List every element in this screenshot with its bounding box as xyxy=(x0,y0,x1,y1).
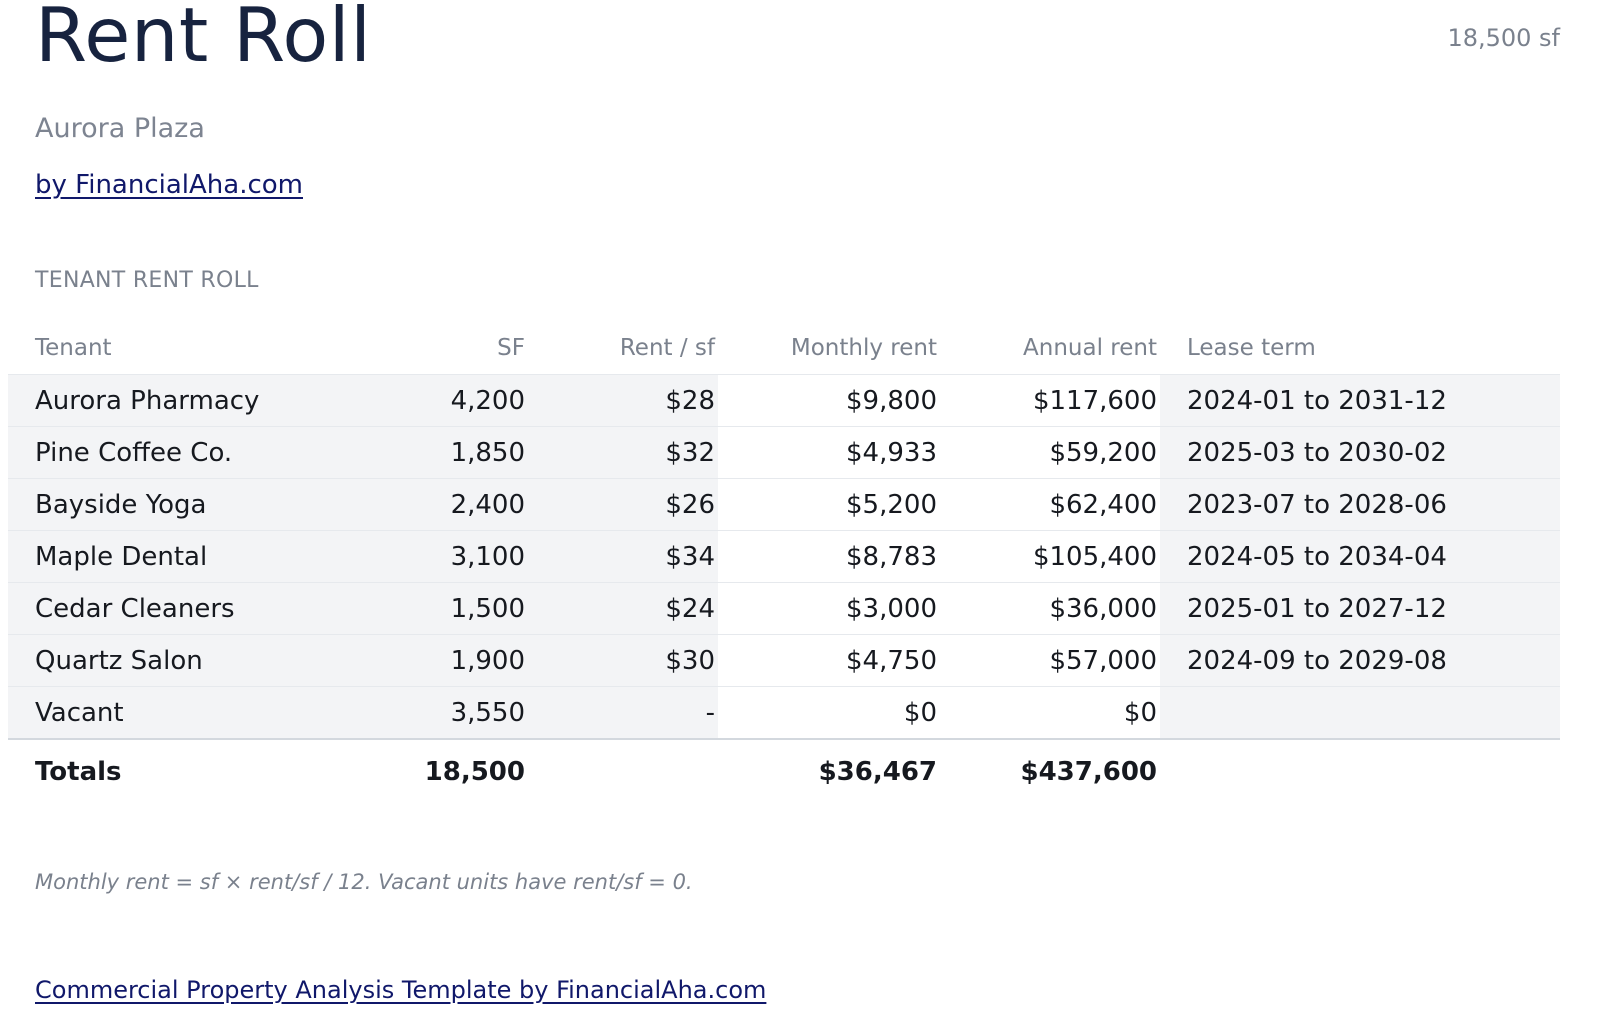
cell-monthly-rent: $8,783 xyxy=(718,530,940,583)
cell-annual-rent: $0 xyxy=(940,686,1160,740)
cell-rent-per-sf: $28 xyxy=(528,374,718,427)
column-header-tenant: Tenant xyxy=(8,322,353,375)
section-label: TENANT RENT ROLL xyxy=(35,268,259,293)
totals-sf: 18,500 xyxy=(424,757,525,787)
cell-sf: 2,400 xyxy=(353,478,528,531)
table-row: Bayside Yoga 2,400 $26 $5,200 $62,400 20… xyxy=(8,478,1560,531)
column-header-sf: SF xyxy=(353,322,528,375)
totals-rent-per-sf xyxy=(528,739,718,804)
page-title: Rent Roll xyxy=(35,0,372,79)
formula-note: Monthly rent = sf × rent/sf / 12. Vacant… xyxy=(35,870,693,894)
cell-annual-rent: $62,400 xyxy=(940,478,1160,531)
cell-tenant: Aurora Pharmacy xyxy=(8,374,353,427)
table-header-row: Tenant SF Rent / sf Monthly rent Annual … xyxy=(8,322,1560,375)
cell-rent-per-sf: - xyxy=(528,686,718,740)
cell-rent-per-sf: $24 xyxy=(528,582,718,635)
cell-sf: 1,900 xyxy=(353,634,528,687)
cell-lease-term: 2023-07 to 2028-06 xyxy=(1160,478,1560,531)
cell-annual-rent: $36,000 xyxy=(940,582,1160,635)
cell-sf: 3,550 xyxy=(353,686,528,740)
table-row: Cedar Cleaners 1,500 $24 $3,000 $36,000 … xyxy=(8,582,1560,635)
table-row: Vacant 3,550 - $0 $0 xyxy=(8,686,1560,740)
footer-link[interactable]: Commercial Property Analysis Template by… xyxy=(35,976,767,1004)
cell-rent-per-sf: $34 xyxy=(528,530,718,583)
cell-monthly-rent: $4,750 xyxy=(718,634,940,687)
rent-roll-table: Tenant SF Rent / sf Monthly rent Annual … xyxy=(8,322,1560,804)
total-sf-label: 18,500 sf xyxy=(1447,24,1560,52)
cell-rent-per-sf: $26 xyxy=(528,478,718,531)
cell-rent-per-sf: $30 xyxy=(528,634,718,687)
table-row: Maple Dental 3,100 $34 $8,783 $105,400 2… xyxy=(8,530,1560,583)
totals-row: Totals 18,500 $36,467 $437,600 xyxy=(8,739,1560,804)
column-header-lease-term: Lease term xyxy=(1160,322,1560,375)
cell-monthly-rent: $3,000 xyxy=(718,582,940,635)
cell-monthly-rent: $9,800 xyxy=(718,374,940,427)
cell-lease-term xyxy=(1160,686,1560,740)
table-row: Quartz Salon 1,900 $30 $4,750 $57,000 20… xyxy=(8,634,1560,687)
cell-tenant: Quartz Salon xyxy=(8,634,353,687)
column-header-monthly-rent: Monthly rent xyxy=(718,322,940,375)
cell-monthly-rent: $5,200 xyxy=(718,478,940,531)
cell-tenant: Pine Coffee Co. xyxy=(8,426,353,479)
cell-annual-rent: $105,400 xyxy=(940,530,1160,583)
cell-annual-rent: $57,000 xyxy=(940,634,1160,687)
column-header-rent-per-sf: Rent / sf xyxy=(528,322,718,375)
cell-lease-term: 2025-03 to 2030-02 xyxy=(1160,426,1560,479)
cell-tenant: Bayside Yoga xyxy=(8,478,353,531)
cell-sf: 3,100 xyxy=(353,530,528,583)
totals-label: Totals xyxy=(35,757,122,787)
cell-tenant: Maple Dental xyxy=(8,530,353,583)
cell-monthly-rent: $4,933 xyxy=(718,426,940,479)
cell-sf: 1,500 xyxy=(353,582,528,635)
totals-monthly-rent: $36,467 xyxy=(818,757,937,787)
column-header-annual-rent: Annual rent xyxy=(940,322,1160,375)
cell-annual-rent: $59,200 xyxy=(940,426,1160,479)
cell-tenant: Vacant xyxy=(8,686,353,740)
cell-lease-term: 2024-09 to 2029-08 xyxy=(1160,634,1560,687)
cell-lease-term: 2025-01 to 2027-12 xyxy=(1160,582,1560,635)
cell-sf: 4,200 xyxy=(353,374,528,427)
cell-monthly-rent: $0 xyxy=(718,686,940,740)
byline-link[interactable]: by FinancialAha.com xyxy=(35,170,303,200)
cell-lease-term: 2024-05 to 2034-04 xyxy=(1160,530,1560,583)
table-row: Pine Coffee Co. 1,850 $32 $4,933 $59,200… xyxy=(8,426,1560,479)
cell-rent-per-sf: $32 xyxy=(528,426,718,479)
totals-annual-rent: $437,600 xyxy=(1020,757,1157,787)
cell-lease-term: 2024-01 to 2031-12 xyxy=(1160,374,1560,427)
property-name: Aurora Plaza xyxy=(35,113,205,144)
cell-annual-rent: $117,600 xyxy=(940,374,1160,427)
totals-lease-term xyxy=(1160,739,1560,804)
cell-tenant: Cedar Cleaners xyxy=(8,582,353,635)
table-row: Aurora Pharmacy 4,200 $28 $9,800 $117,60… xyxy=(8,374,1560,427)
cell-sf: 1,850 xyxy=(353,426,528,479)
